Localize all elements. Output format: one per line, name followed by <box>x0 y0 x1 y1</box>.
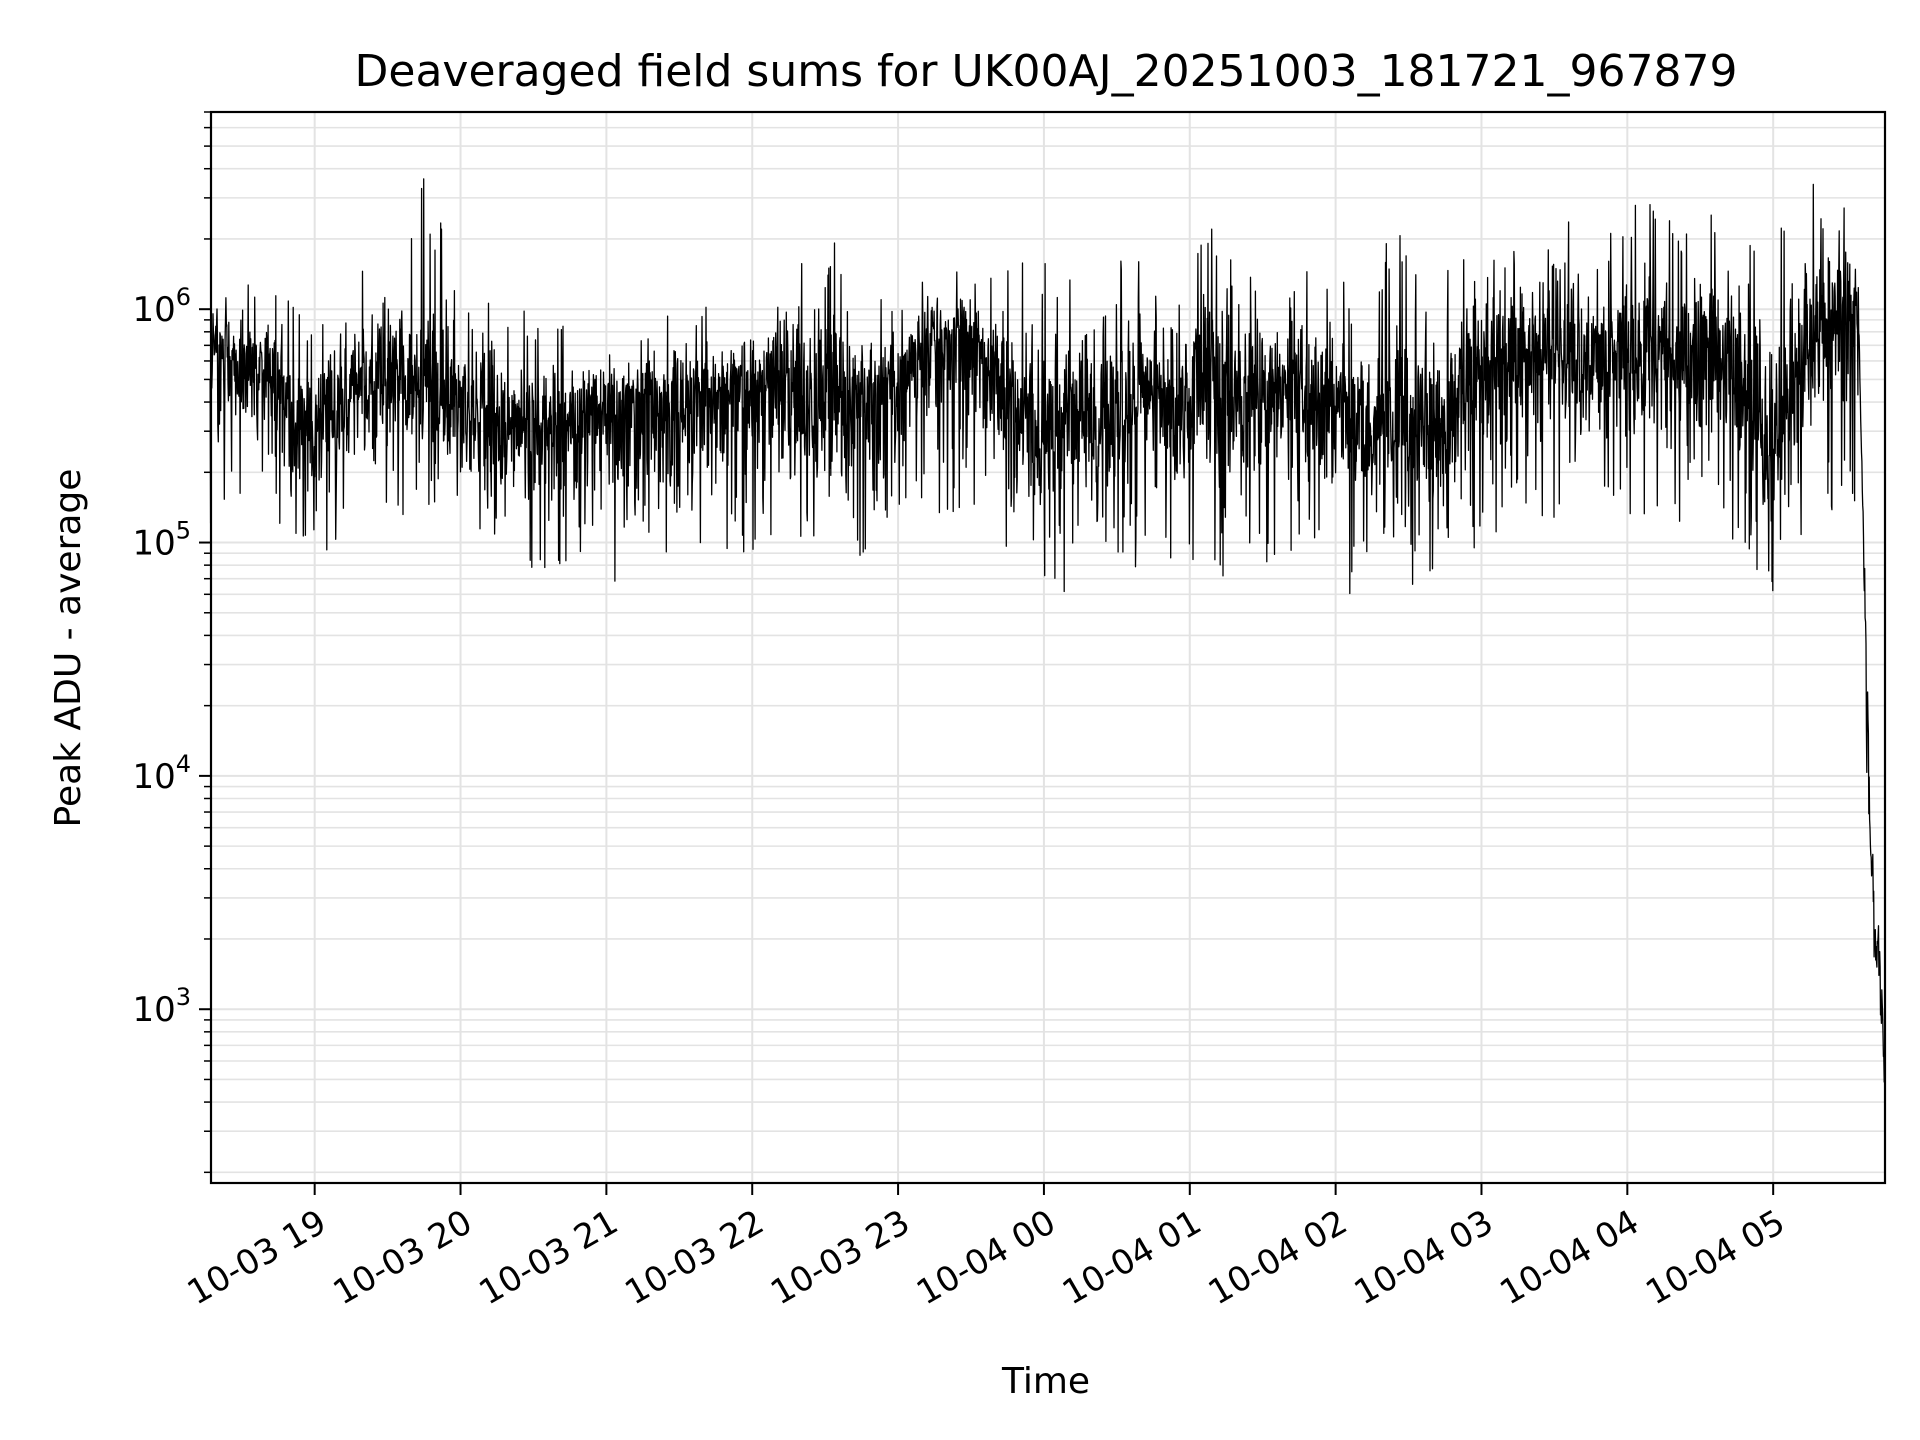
plot-area-frame <box>209 110 1887 1185</box>
y-axis: 103 104 105 106 <box>132 111 211 1174</box>
series-line-group <box>209 178 1886 1083</box>
y-tick-label: 103 <box>132 983 191 1030</box>
grid <box>211 111 1885 1183</box>
y-tick-label: 105 <box>132 517 191 564</box>
series-line <box>209 178 1886 1083</box>
chart-title: Deaveraged field sums for UK00AJ_2025100… <box>355 46 1738 97</box>
y-axis-label: Peak ADU - average <box>48 469 89 828</box>
x-axis-label: Time <box>1001 1361 1090 1402</box>
y-tick-label: 104 <box>132 750 191 797</box>
y-tick-label: 106 <box>132 283 191 330</box>
